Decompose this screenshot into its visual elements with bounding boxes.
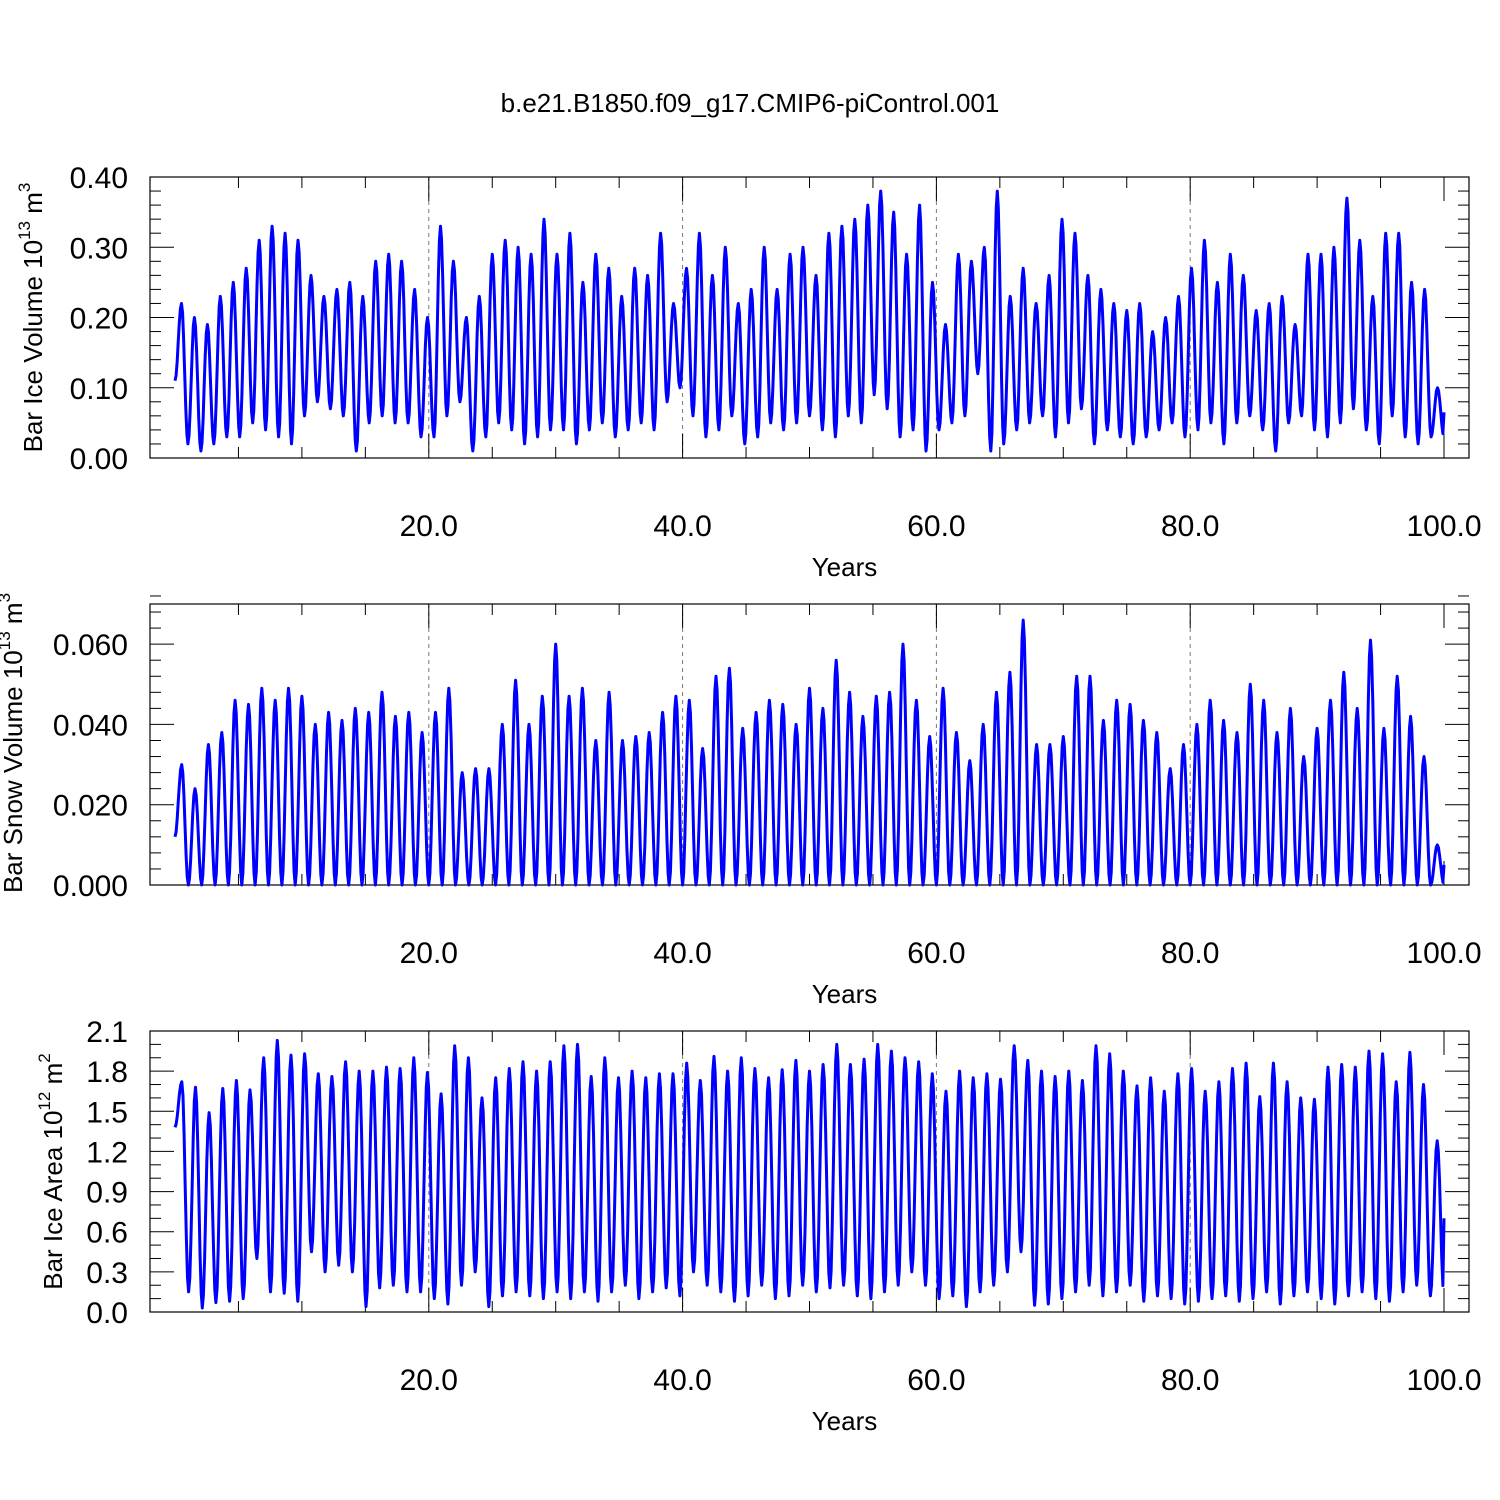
y-tick-label: 0.0 xyxy=(86,1297,128,1330)
y-axis-title: Bar Ice Area 1012 m2 xyxy=(35,1053,68,1290)
x-tick-label: 60.0 xyxy=(907,1364,965,1397)
data-line xyxy=(173,1038,1446,1310)
x-axis-title: Years xyxy=(812,1406,878,1436)
bar-ice-area-panel: 20.0 40.0 60.0 80.0 100.0 0.0 0.3 0.6 0.9 1.2 1.5 1… xyxy=(35,1016,1482,1436)
figure-title: b.e21.B1850.f09_g17.CMIP6-piControl.001 xyxy=(501,88,1000,118)
y-axis-title-exp: 12 xyxy=(35,1092,54,1111)
x-tick-label: 20.0 xyxy=(400,1364,458,1397)
y-tick-label: 0.40 xyxy=(70,162,128,195)
y-axis-title-part: m xyxy=(38,1063,68,1092)
y-tick-label: 1.5 xyxy=(86,1096,128,1129)
x-tick-label: 100.0 xyxy=(1406,1364,1481,1397)
y-tick-label: 0.20 xyxy=(70,303,128,336)
y-tick-label: 0.30 xyxy=(70,232,128,265)
x-tick-label: 80.0 xyxy=(1161,510,1219,543)
y-tick-label: 0.040 xyxy=(53,709,128,742)
y-axis-title-exp: 13 xyxy=(15,221,34,240)
y-axis-title-exp: 3 xyxy=(15,183,34,192)
x-tick-label: 60.0 xyxy=(907,510,965,543)
x-tick-label: 100.0 xyxy=(1406,937,1481,970)
y-axis-title-part: m xyxy=(18,192,48,221)
y-axis-title-part: Bar Snow Volume 10 xyxy=(0,650,28,893)
y-axis-title: Bar Ice Volume 1013 m3 xyxy=(15,183,48,453)
y-tick-label: 1.8 xyxy=(86,1056,128,1089)
x-tick-label: 60.0 xyxy=(907,937,965,970)
data-line xyxy=(173,189,1446,453)
y-axis-title-part: Bar Ice Volume 10 xyxy=(18,240,48,452)
y-tick-label: 1.2 xyxy=(86,1136,128,1169)
x-tick-label: 20.0 xyxy=(400,937,458,970)
x-tick-label: 80.0 xyxy=(1161,937,1219,970)
y-tick-label: 2.1 xyxy=(86,1016,128,1049)
y-tick-label: 0.10 xyxy=(70,373,128,406)
x-tick-label: 40.0 xyxy=(653,510,711,543)
bar-snow-volume-panel: 20.0 40.0 60.0 80.0 100.0 0.000 0.020 0.040 0.06… xyxy=(0,593,1482,1009)
x-axis-title: Years xyxy=(812,979,878,1009)
y-tick-label: 0.00 xyxy=(70,443,128,476)
x-tick-label: 40.0 xyxy=(653,1364,711,1397)
x-axis-title: Years xyxy=(812,552,878,582)
y-tick-label: 0.3 xyxy=(86,1257,128,1290)
y-axis-title: Bar Snow Volume 1013 m3 xyxy=(0,593,28,893)
y-tick-label: 0.6 xyxy=(86,1217,128,1250)
x-tick-label: 40.0 xyxy=(653,937,711,970)
y-tick-label: 0.000 xyxy=(53,870,128,903)
y-axis-title-exp: 13 xyxy=(0,631,14,650)
x-tick-label: 20.0 xyxy=(400,510,458,543)
x-tick-label: 100.0 xyxy=(1406,510,1481,543)
x-tick-label: 80.0 xyxy=(1161,1364,1219,1397)
y-tick-label: 0.060 xyxy=(53,629,128,662)
y-tick-label: 0.020 xyxy=(53,790,128,823)
y-axis-title-exp: 3 xyxy=(0,593,14,602)
y-axis-title-part: m xyxy=(0,602,28,631)
data-line xyxy=(173,618,1446,887)
y-axis-title-part: Bar Ice Area 10 xyxy=(38,1111,68,1290)
bar-ice-volume-panel: 20.0 40.0 60.0 80.0 100.0 0.00 0.10 0.20 0.30 0.4… xyxy=(15,162,1482,582)
y-axis-title-exp: 2 xyxy=(35,1053,54,1062)
y-tick-label: 0.9 xyxy=(86,1177,128,1210)
